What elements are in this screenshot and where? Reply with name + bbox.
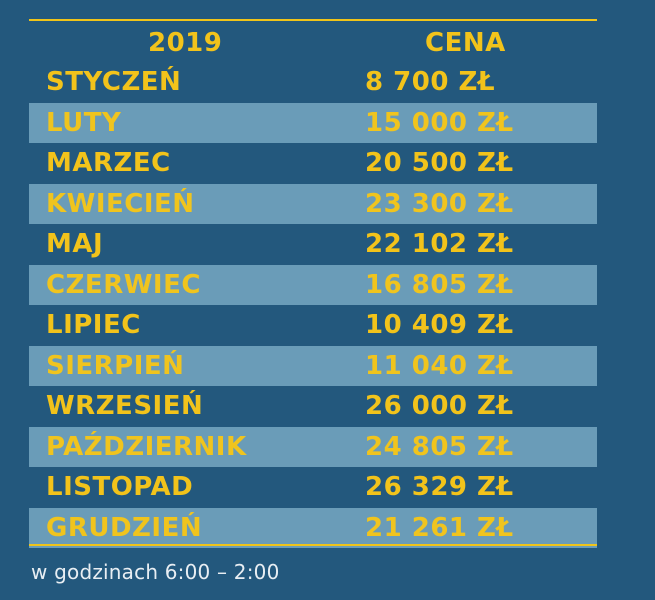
price-cell: 24 805 ZŁ xyxy=(365,431,514,462)
table-row: MAJ 22 102 ZŁ xyxy=(29,224,597,265)
table-row: SIERPIEŃ 11 040 ZŁ xyxy=(29,345,597,386)
table-row: LISTOPAD 26 329 ZŁ xyxy=(29,467,597,508)
month-cell: LIPIEC xyxy=(46,310,141,340)
table-row: LIPIEC 10 409 ZŁ xyxy=(29,305,597,346)
price-cell: 26 329 ZŁ xyxy=(365,472,514,502)
table-header: 2019 CENA xyxy=(29,24,597,62)
table-row: STYCZEŃ 8 700 ZŁ xyxy=(29,62,597,103)
bottom-divider xyxy=(29,544,597,546)
month-cell: CZERWIEC xyxy=(46,269,201,300)
table-row: PAŹDZIERNIK 24 805 ZŁ xyxy=(29,426,597,467)
month-cell: WRZESIEŃ xyxy=(46,391,204,421)
price-cell: 20 500 ZŁ xyxy=(365,148,514,178)
price-cell: 26 000 ZŁ xyxy=(365,391,514,421)
table-row: GRUDZIEŃ 21 261 ZŁ xyxy=(29,507,597,548)
hours-note: w godzinach 6:00 – 2:00 xyxy=(31,560,280,584)
table-row: KWIECIEŃ 23 300 ZŁ xyxy=(29,183,597,224)
month-cell: PAŹDZIERNIK xyxy=(46,431,247,462)
table-row: CZERWIEC 16 805 ZŁ xyxy=(29,264,597,305)
price-cell: 8 700 ZŁ xyxy=(365,67,496,97)
price-cell: 11 040 ZŁ xyxy=(365,350,514,381)
price-cell: 22 102 ZŁ xyxy=(365,229,514,259)
price-cell: 21 261 ZŁ xyxy=(365,512,514,543)
price-cell: 10 409 ZŁ xyxy=(365,310,514,340)
price-table: 2019 CENA STYCZEŃ 8 700 ZŁ LUTY 15 000 Z… xyxy=(29,24,597,548)
month-cell: MARZEC xyxy=(46,148,171,178)
table-row: MARZEC 20 500 ZŁ xyxy=(29,143,597,184)
month-cell: LUTY xyxy=(46,107,122,138)
month-cell: SIERPIEŃ xyxy=(46,350,185,381)
price-header: CENA xyxy=(425,28,506,58)
table-row: WRZESIEŃ 26 000 ZŁ xyxy=(29,386,597,427)
year-header: 2019 xyxy=(148,28,223,58)
price-cell: 16 805 ZŁ xyxy=(365,269,514,300)
price-cell: 23 300 ZŁ xyxy=(365,188,514,219)
month-cell: LISTOPAD xyxy=(46,472,194,502)
month-cell: MAJ xyxy=(46,229,104,259)
price-cell: 15 000 ZŁ xyxy=(365,107,514,138)
month-cell: GRUDZIEŃ xyxy=(46,512,203,543)
table-row: LUTY 15 000 ZŁ xyxy=(29,102,597,143)
top-divider xyxy=(29,19,597,21)
month-cell: STYCZEŃ xyxy=(46,67,182,97)
month-cell: KWIECIEŃ xyxy=(46,188,195,219)
